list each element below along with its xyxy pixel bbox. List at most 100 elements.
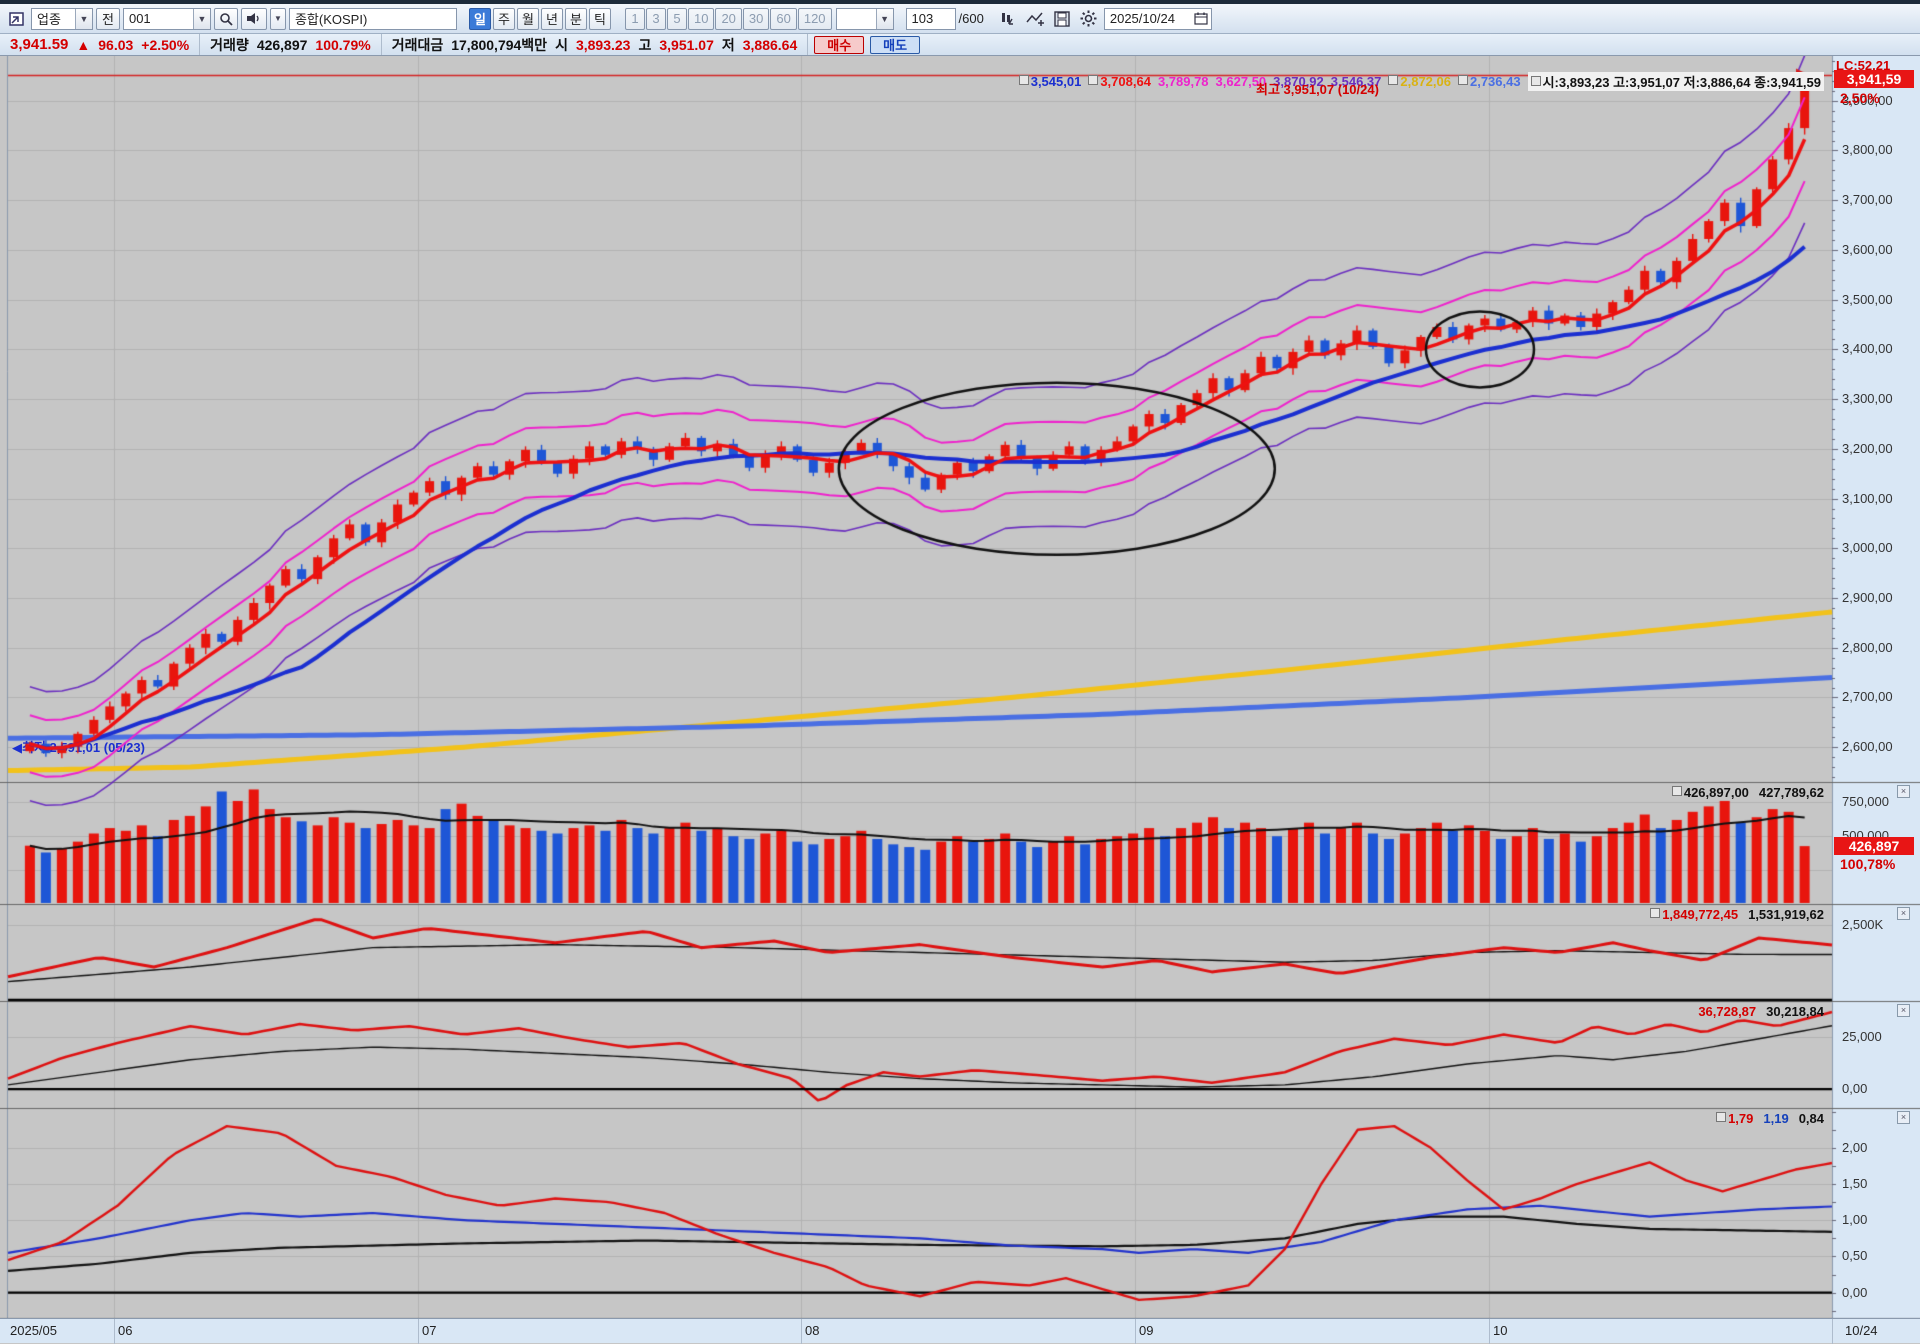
- sound-button[interactable]: [240, 7, 267, 30]
- legend-ohlc: 시:3,893,23 고:3,951,07 저:3,886,64 종:3,941…: [1527, 72, 1824, 91]
- price-axis-label: 3,100,00: [1842, 490, 1893, 506]
- legend-item-2: 3,789,78: [1157, 74, 1209, 89]
- line-tool-icon[interactable]: [1023, 8, 1047, 30]
- popup-window-icon[interactable]: [4, 8, 28, 30]
- chevron-down-icon[interactable]: ▼: [192, 8, 210, 29]
- current-price-box: 3,941,59: [1834, 70, 1914, 89]
- period-button-1[interactable]: 주: [492, 7, 515, 30]
- gear-icon[interactable]: [1077, 8, 1101, 30]
- price-axis-label: 3,400,00: [1842, 341, 1893, 357]
- open-label: 시: [555, 36, 568, 53]
- volume-label: 거래량: [210, 36, 249, 53]
- legend-checkbox-icon[interactable]: [1388, 75, 1399, 85]
- panel-close-icon[interactable]: ×: [1897, 1111, 1910, 1124]
- symbol-name-field[interactable]: 종합(KOSPI): [288, 7, 457, 30]
- panel3-header-value-0: 36,728,87: [1698, 1004, 1757, 1019]
- legend-checkbox-icon[interactable]: [1018, 75, 1029, 85]
- sector-select-label: 업종: [37, 12, 61, 27]
- chevron-down-icon[interactable]: ▼: [75, 8, 92, 29]
- calendar-icon: [1194, 12, 1208, 25]
- price-axis-label: 3,700,00: [1842, 192, 1893, 208]
- code-value: 001: [128, 11, 151, 26]
- interval-button-1[interactable]: 1: [624, 7, 645, 30]
- sound-dropdown[interactable]: ▼: [269, 7, 286, 30]
- interval-extra-select[interactable]: ▼: [835, 7, 894, 30]
- value-group: 거래대금 17,800,794백만 시 3,893.23 고 3,951.07 …: [382, 34, 809, 55]
- volume-pct: 100.79%: [315, 36, 371, 53]
- symbol-name: 종합(KOSPI): [294, 12, 368, 27]
- panel-close-icon[interactable]: ×: [1897, 1004, 1910, 1017]
- price-axis-label: 3,800,00: [1842, 142, 1893, 158]
- volume-group: 거래량 426,897 100.79%: [200, 34, 382, 55]
- buy-button[interactable]: 매수: [814, 35, 865, 54]
- chevron-down-icon[interactable]: ▼: [875, 8, 893, 29]
- bar-count-input[interactable]: 103: [905, 7, 956, 30]
- price-axis-label: 3,500,00: [1842, 291, 1893, 307]
- panel3-header: 36,728,87 30,218,84: [1698, 1004, 1824, 1019]
- up-arrow-icon: ▲: [76, 36, 91, 53]
- period-button-3[interactable]: 년: [540, 7, 563, 30]
- price-axis-label: 3,300,00: [1842, 391, 1893, 407]
- price-axis-label: 3,000,00: [1842, 540, 1893, 556]
- legend-item-5: 3,546,37: [1330, 74, 1382, 89]
- low-value: 3,886.64: [742, 36, 798, 53]
- price-axis-label: 2,600,00: [1842, 739, 1893, 755]
- price-axis-label: 3,600,00: [1842, 241, 1893, 257]
- sell-button[interactable]: 매도: [870, 35, 921, 54]
- interval-button-20[interactable]: 20: [715, 7, 742, 30]
- panel2-axis-label: 2,500K: [1842, 917, 1884, 933]
- value-amount: 17,800,794백만: [451, 36, 548, 53]
- volume-header-value-0: 426,897,00: [1671, 785, 1749, 800]
- panel-close-icon[interactable]: ×: [1897, 785, 1910, 798]
- panel4-header-value-1: 1,19: [1763, 1111, 1789, 1126]
- period-button-4[interactable]: 분: [564, 7, 587, 30]
- search-icon: [220, 12, 233, 26]
- panel4-axis-label: 0,00: [1842, 1284, 1868, 1300]
- interval-button-30[interactable]: 30: [742, 7, 770, 30]
- panel3-header-value-1: 30,218,84: [1766, 1004, 1824, 1019]
- header-checkbox-icon[interactable]: [1671, 786, 1682, 796]
- interval-button-5[interactable]: 5: [666, 7, 687, 30]
- panel-close-icon[interactable]: ×: [1897, 907, 1910, 920]
- speaker-icon: [246, 13, 259, 24]
- price-info-bar: 3,941.59 ▲ 96.03 +2.50% 거래량 426,897 100.…: [0, 34, 1920, 56]
- value-label: 거래대금: [391, 36, 444, 53]
- legend-checkbox-icon[interactable]: [1088, 75, 1099, 85]
- sector-select[interactable]: 업종 ▼: [31, 7, 93, 30]
- price-axis-label: 3,900,00: [1842, 92, 1893, 108]
- interval-button-120[interactable]: 120: [797, 7, 832, 30]
- date-value: 2025/10/24: [1109, 11, 1175, 26]
- legend-checkbox-icon[interactable]: [1530, 76, 1541, 86]
- chart-region: ◀최저 2,591,01 (05/23) 3,545,013,708,643,7…: [0, 56, 1920, 1343]
- interval-button-3[interactable]: 3: [645, 7, 666, 30]
- price-change: 96.03: [98, 36, 134, 53]
- legend-item-0: 3,545,01: [1018, 74, 1081, 89]
- volume-header-value-1: 427,789,62: [1758, 785, 1824, 800]
- main-chart-canvas[interactable]: [0, 56, 1920, 1343]
- volume-axis-label: 750,000: [1842, 794, 1889, 810]
- interval-button-60[interactable]: 60: [770, 7, 797, 30]
- legend-checkbox-icon[interactable]: [1457, 75, 1468, 85]
- code-select[interactable]: 001 ▼: [122, 7, 211, 30]
- indicator-legend: 3,545,01 3,708,64 3,789,78 3,627,50 3,870,92…: [1018, 72, 1824, 91]
- volume-analysis-icon[interactable]: [996, 8, 1020, 30]
- panel4-header-value-2: 0,84: [1798, 1111, 1824, 1126]
- legend-item-6: 2,872,06: [1388, 74, 1451, 89]
- open-value: 3,893.23: [575, 36, 631, 53]
- period-button-2[interactable]: 월: [516, 7, 539, 30]
- volume-header: 426,897,00 427,789,62: [1671, 785, 1824, 800]
- interval-button-10[interactable]: 10: [687, 7, 715, 30]
- save-icon[interactable]: [1050, 8, 1074, 30]
- header-checkbox-icon[interactable]: [1716, 1112, 1727, 1122]
- header-checkbox-icon[interactable]: [1650, 908, 1661, 918]
- price-axis-label: 3,200,00: [1842, 440, 1893, 456]
- period-button-5[interactable]: 틱: [588, 7, 611, 30]
- all-button[interactable]: 전: [96, 7, 120, 30]
- period-button-0[interactable]: 일: [468, 7, 491, 30]
- legend-item-7: 2,736,43: [1457, 74, 1521, 89]
- high-label: 고: [638, 36, 652, 53]
- price-axis-label: 2,700,00: [1842, 689, 1893, 705]
- panel4-axis-label: 1,50: [1842, 1176, 1868, 1192]
- date-picker[interactable]: 2025/10/24: [1103, 7, 1212, 30]
- search-button[interactable]: [213, 7, 238, 30]
